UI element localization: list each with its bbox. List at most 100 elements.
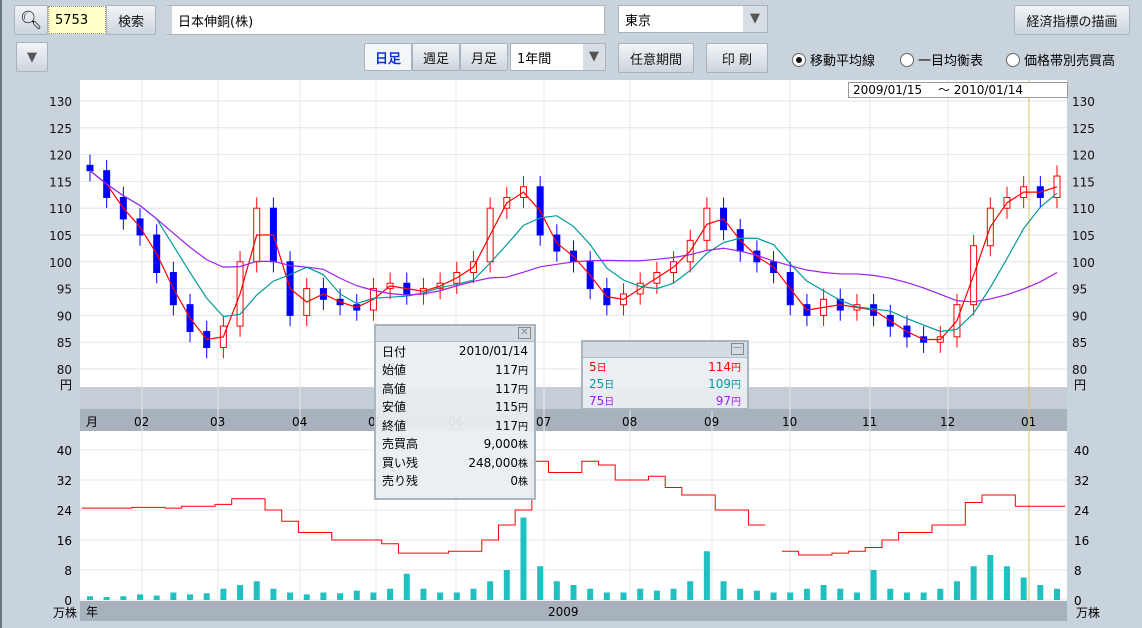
volume-bar	[953, 581, 960, 600]
candle	[86, 164, 94, 172]
volume-bar	[737, 588, 744, 600]
volume-bar	[437, 592, 444, 600]
volume-bar	[637, 588, 644, 600]
volume-bar	[1020, 577, 1027, 600]
info-row: 買い残 248,000株	[382, 455, 528, 470]
tab-daily[interactable]: 日足	[364, 43, 412, 71]
volume-bar	[620, 592, 627, 600]
volume-bar	[187, 594, 194, 600]
volume-bar	[587, 588, 594, 600]
indicator-button[interactable]: 経済指標の描画	[1014, 5, 1130, 35]
close-icon[interactable]: ✕	[518, 327, 531, 339]
tab-monthly[interactable]: 月足	[460, 43, 508, 71]
price-tick-label: 85	[1072, 336, 1087, 350]
volume-bar	[237, 585, 244, 600]
info-row: 終値 117円	[382, 418, 528, 433]
volume-bar	[970, 566, 977, 600]
chevron-down-icon: ▼	[743, 6, 767, 32]
price-tick-label: 130	[49, 95, 72, 109]
radio-ichimoku[interactable]: 一目均衡表	[900, 50, 983, 69]
volume-tick-label: 8	[1074, 564, 1082, 578]
volume-tick-label: 32	[1074, 474, 1089, 488]
volume-bar	[753, 590, 760, 600]
volume-plot-bg	[80, 431, 1067, 601]
candle	[1053, 175, 1061, 198]
month-label: 12	[940, 415, 955, 429]
volume-bar	[820, 585, 827, 600]
volume-bar	[603, 592, 610, 600]
price-tick-label: 130	[1072, 95, 1095, 109]
market-select[interactable]: 東京 ▼	[618, 5, 768, 33]
volume-bar	[203, 593, 210, 600]
volume-bar	[520, 517, 527, 600]
month-label: 03	[210, 415, 225, 429]
chevron-down-icon: ▼	[27, 49, 37, 65]
price-tick-label: 85	[57, 336, 72, 350]
ma-row: 5日 114円	[589, 360, 741, 374]
volume-tick-label: 40	[1074, 444, 1089, 458]
volume-bar	[687, 581, 694, 600]
volume-bar	[170, 592, 177, 600]
volume-bar	[920, 592, 927, 600]
price-tick-label: 100	[1072, 256, 1095, 270]
price-tick-label: 120	[49, 149, 72, 163]
price-tick-label: 115	[1072, 175, 1095, 189]
price-unit-label: 円	[60, 378, 72, 392]
price-tick-label: 105	[1072, 229, 1095, 243]
volume-bar	[1003, 566, 1010, 600]
volume-bar	[937, 588, 944, 600]
price-tick-label: 95	[1072, 283, 1087, 297]
volume-bar	[553, 581, 560, 600]
volume-bar	[470, 588, 477, 600]
month-label: 04	[292, 415, 307, 429]
month-label: 月	[86, 415, 98, 429]
volume-bar	[420, 588, 427, 600]
search-icon-button[interactable]: 🔍︎	[14, 5, 48, 35]
month-label: 09	[704, 415, 719, 429]
volume-bar	[303, 594, 310, 600]
volume-bar	[403, 573, 410, 600]
volume-bar	[87, 596, 93, 600]
moving-average-line	[89, 170, 1058, 303]
custom-period-button[interactable]: 任意期間	[618, 43, 694, 73]
code-input[interactable]: 5753	[48, 6, 106, 34]
info-row: 日付 2010/01/14	[382, 344, 528, 359]
volume-bar	[270, 588, 277, 600]
year-label: 年	[86, 605, 98, 619]
volume-tick-label: 16	[57, 534, 72, 548]
volume-tick-label: 24	[57, 504, 72, 518]
volume-bar	[453, 592, 460, 600]
ma-row: 25日 109円	[589, 377, 741, 391]
volume-unit-label: 万株	[1076, 605, 1100, 620]
volume-bar	[903, 592, 910, 600]
radio-volume-profile[interactable]: 価格帯別売買高	[1006, 50, 1115, 69]
volume-bar	[487, 581, 494, 600]
month-label: 07	[536, 415, 551, 429]
radio-moving-average[interactable]: 移動平均線	[792, 50, 875, 69]
print-button[interactable]: 印 刷	[706, 43, 768, 73]
radio-icon	[900, 52, 914, 67]
moving-average-panel: — 5日 114円 25日 109円 75日 97円	[581, 340, 749, 410]
volume-bar	[320, 592, 327, 600]
volume-bar	[803, 588, 810, 600]
volume-bar	[703, 551, 710, 600]
moving-average-line	[89, 170, 1058, 341]
tab-weekly[interactable]: 週足	[412, 43, 460, 71]
volume-bar	[103, 597, 110, 600]
search-button[interactable]: 検索	[106, 5, 156, 35]
price-tick-label: 100	[49, 256, 72, 270]
radio-icon	[792, 52, 806, 67]
price-tick-label: 110	[49, 202, 72, 216]
month-axis-band	[80, 409, 1067, 431]
range-select[interactable]: 1年間 ▼	[510, 43, 606, 71]
minimize-icon[interactable]: —	[731, 342, 744, 355]
expand-dropdown-button[interactable]: ▼	[16, 42, 48, 72]
volume-bar	[887, 588, 894, 600]
year-axis-band	[80, 601, 1067, 621]
volume-bar	[870, 570, 877, 600]
price-tick-label: 105	[49, 229, 72, 243]
volume-bar	[287, 592, 294, 600]
volume-bar	[837, 588, 844, 600]
volume-bar	[220, 588, 227, 600]
